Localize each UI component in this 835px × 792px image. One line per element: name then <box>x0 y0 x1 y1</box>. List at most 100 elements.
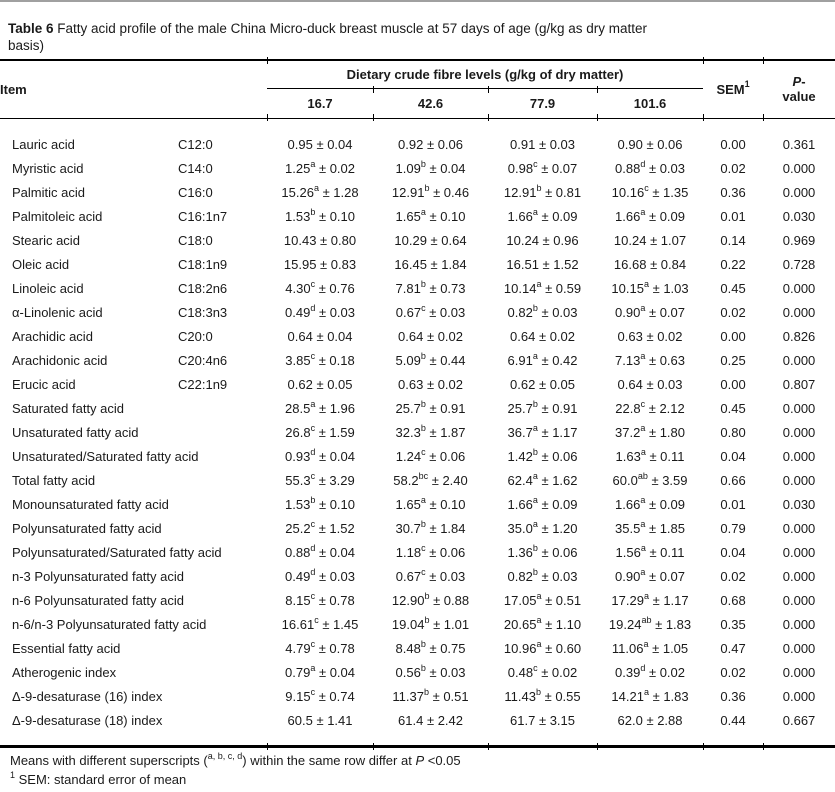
item-name-cell: Polyunsaturated fatty acid <box>12 521 162 536</box>
table-caption-label: Table 6 <box>8 20 54 36</box>
sem-cell: 0.45 <box>720 401 746 416</box>
item-name-cell: Lauric acid <box>12 137 75 152</box>
table-row: Total fatty acid 55.3c ± 3.29 58.2bc ± 2.4… <box>0 469 835 493</box>
p-value-cell: 0.807 <box>782 377 816 392</box>
table-row: Polyunsaturated/Saturated fatty acid 0.88… <box>0 541 835 565</box>
column-tick <box>763 114 764 121</box>
sem-cell: 0.66 <box>720 473 746 488</box>
value-cell: 36.7a ± 1.17 <box>507 422 578 440</box>
value-cell: 10.16c ± 1.35 <box>611 182 689 200</box>
value-cell: 0.64 ± 0.04 <box>287 329 353 344</box>
col-header-item: Item <box>0 60 268 119</box>
value-cell: 4.30c ± 0.76 <box>285 278 355 296</box>
value-cell: 0.98c ± 0.07 <box>507 158 578 176</box>
value-cell: 0.62 ± 0.05 <box>510 377 575 392</box>
column-tick <box>597 114 598 121</box>
value-cell: 35.5a ± 1.85 <box>615 518 686 536</box>
value-cell: 11.43b ± 0.55 <box>504 686 581 704</box>
table-row: α-Linolenic acid C18:3n3 0.49d ± 0.03 0.67c… <box>0 301 835 325</box>
p-value-cell: 0.000 <box>782 545 816 560</box>
sem-cell: 0.14 <box>720 233 746 248</box>
table-caption-text: Fatty acid profile of the male China Mic… <box>8 20 648 53</box>
p-value-cell: 0.000 <box>782 689 816 704</box>
table-row: Arachidic acid C20:0 0.64 ± 0.04 0.64 ± 0.0… <box>0 325 835 349</box>
value-cell: 61.7 ± 3.15 <box>488 708 598 748</box>
table-row: Erucic acid C22:1n9 0.62 ± 0.05 0.63 ± 0.02… <box>0 373 835 397</box>
item-name-cell: Unsaturated fatty acid <box>12 425 139 440</box>
table-row: Essential fatty acid 4.79c ± 0.78 8.48b ± … <box>0 637 835 661</box>
column-tick <box>488 743 489 750</box>
item-name-cell: Linoleic acid <box>12 281 84 296</box>
value-cell: 10.15a ± 1.03 <box>611 278 689 296</box>
lipid-code-cell: C18:3n3 <box>178 305 228 320</box>
value-cell: 1.66a ± 0.09 <box>507 494 578 512</box>
table-row: Myristic acid C14:0 1.25a ± 0.02 1.09b ± 0.… <box>0 157 835 181</box>
table-header: Item Dietary crude fibre levels (g/kg of… <box>0 60 835 119</box>
p-value-cell: 0.728 <box>782 257 816 272</box>
item-name-cell: Palmitic acid <box>12 185 85 200</box>
sem-cell: 0.01 <box>720 209 746 224</box>
lipid-code-cell: C18:1n9 <box>178 257 228 272</box>
table-row: Palmitic acid C16:0 15.26a ± 1.28 12.91b ± … <box>0 181 835 205</box>
p-value-cell: 0.000 <box>782 449 816 464</box>
col-header-p-value: P-value <box>763 60 835 119</box>
sem-cell: 0.00 <box>720 377 746 392</box>
table-row: Δ-9-desaturase (16) index 9.15c ± 0.74 11.… <box>0 685 835 709</box>
value-cell: 0.67c ± 0.03 <box>395 566 466 584</box>
value-cell: 25.7b ± 0.91 <box>395 398 466 416</box>
value-cell: 20.65a ± 1.10 <box>503 614 582 632</box>
sem-cell: 0.79 <box>720 521 746 536</box>
item-name-cell: n-3 Polyunsaturated fatty acid <box>12 569 184 584</box>
value-cell: 16.45 ± 1.84 <box>394 257 467 272</box>
column-tick <box>488 114 489 121</box>
value-cell: 62.0 ± 2.88 <box>597 708 704 748</box>
value-cell: 1.36b ± 0.06 <box>507 542 578 560</box>
value-cell: 0.64 ± 0.03 <box>617 377 683 392</box>
value-cell: 16.51 ± 1.52 <box>506 257 579 272</box>
value-cell: 1.66a ± 0.09 <box>615 494 686 512</box>
column-tick <box>763 57 764 64</box>
sem-cell: 0.02 <box>720 665 746 680</box>
sem-cell: 0.35 <box>720 617 746 632</box>
value-cell: 5.09b ± 0.44 <box>395 350 466 368</box>
value-cell: 0.82b ± 0.03 <box>507 566 578 584</box>
value-cell: 1.65a ± 0.10 <box>395 206 466 224</box>
p-value-cell: 0.000 <box>782 425 816 440</box>
sem-cell: 0.22 <box>720 257 746 272</box>
lipid-code-cell: C20:0 <box>178 329 213 344</box>
value-cell: 37.2a ± 1.80 <box>615 422 686 440</box>
p-value-cell: 0.969 <box>782 233 816 248</box>
p-value-cell: 0.000 <box>782 185 816 200</box>
sem-cell: 0.04 <box>720 545 746 560</box>
column-tick <box>373 114 374 121</box>
value-cell: 17.29a ± 1.17 <box>611 590 689 608</box>
item-name-cell: Essential fatty acid <box>12 641 121 656</box>
table-row: Stearic acid C18:0 10.43 ± 0.80 10.29 ± 0.6… <box>0 229 835 253</box>
p-value-cell: 0.030 <box>782 497 816 512</box>
sem-cell: 0.00 <box>720 137 746 152</box>
value-cell: 0.90a ± 0.07 <box>615 566 686 584</box>
value-cell: 19.04b ± 1.01 <box>391 614 470 632</box>
value-cell: 12.91b ± 0.81 <box>503 182 582 200</box>
lipid-code-cell: C14:0 <box>178 161 213 176</box>
value-cell: 35.0a ± 1.20 <box>507 518 578 536</box>
column-tick <box>703 743 704 750</box>
lipid-code-cell: C20:4n6 <box>178 353 228 368</box>
item-name-cell: Myristic acid <box>12 161 84 176</box>
p-value-cell: 0.826 <box>782 329 816 344</box>
column-tick <box>488 86 489 93</box>
p-value-cell: 0.667 <box>763 708 835 748</box>
table-row: Unsaturated/Saturated fatty acid 0.93d ± … <box>0 445 835 469</box>
value-cell: 15.95 ± 0.83 <box>283 257 357 272</box>
item-name-cell: Stearic acid <box>12 233 80 248</box>
col-header-sem: SEM1 <box>703 60 764 119</box>
column-tick <box>267 114 268 121</box>
item-name-cell: α-Linolenic acid <box>12 305 103 320</box>
value-cell: 1.53b ± 0.10 <box>285 494 356 512</box>
footnote-superscripts: Means with different superscripts (a, b,… <box>10 750 461 768</box>
col-header-level-16-7: 16.7 <box>267 88 374 119</box>
sem-cell: 0.68 <box>720 593 746 608</box>
table-row: n-3 Polyunsaturated fatty acid 0.49d ± 0.… <box>0 565 835 589</box>
p-value-cell: 0.000 <box>782 353 816 368</box>
column-tick <box>597 86 598 93</box>
